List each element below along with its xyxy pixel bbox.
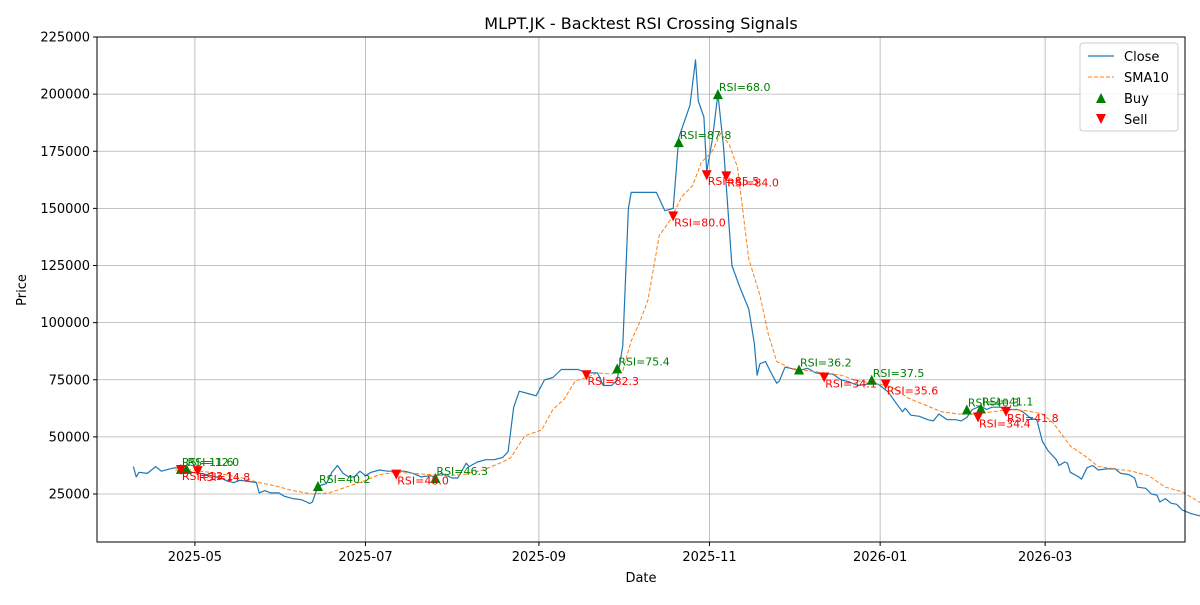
buy-marker xyxy=(673,137,684,148)
y-tick-label: 200000 xyxy=(40,88,90,103)
buy-annotation: RSI=68.0 xyxy=(719,81,771,94)
buy-marker xyxy=(975,403,986,414)
sell-marker xyxy=(581,370,592,381)
buy-marker xyxy=(612,363,623,374)
sell-marker xyxy=(701,170,712,181)
buy-annotation: RSI=37.5 xyxy=(873,367,925,380)
sell-annotation: RSI=34.4 xyxy=(979,417,1031,430)
legend-sell-marker xyxy=(1096,114,1106,124)
x-tick-label: 2025-11 xyxy=(682,550,736,565)
sell-marker xyxy=(192,466,203,477)
buy-marker xyxy=(312,481,323,492)
buy-annotation: RSI=87.8 xyxy=(680,129,732,142)
legend-sma-label: SMA10 xyxy=(1124,71,1169,86)
y-tick-label: 50000 xyxy=(49,430,90,445)
legend-close-label: Close xyxy=(1124,50,1159,65)
sell-marker xyxy=(819,372,830,383)
axis-ticks: 25000 50000 75000 100000 125000 150000 175000 2… xyxy=(40,31,1072,566)
buy-marker xyxy=(961,404,972,415)
sell-annotation: RSI=13.1 xyxy=(182,470,234,483)
legend-buy-marker xyxy=(1096,93,1106,103)
buy-annotation: RSI=75.4 xyxy=(618,355,670,368)
sell-marker xyxy=(973,412,984,423)
y-tick-label: 75000 xyxy=(49,373,90,388)
y-tick-label: 150000 xyxy=(40,202,90,217)
legend-box xyxy=(1079,42,1179,132)
legend-sell-label: Sell xyxy=(1124,113,1147,128)
sell-marker xyxy=(1000,406,1011,417)
sell-annotation: RSI=35.6 xyxy=(887,384,939,397)
chart-legend: Close SMA10 Buy Sell xyxy=(1079,42,1179,132)
buy-annotation: RSI=12.0 xyxy=(188,456,240,469)
y-axis-label: Price xyxy=(15,274,30,306)
sell-annotation: RSI=84.0 xyxy=(727,176,779,189)
sell-annotation: RSI=48.0 xyxy=(397,475,449,488)
buy-marker xyxy=(430,473,441,484)
signal-markers xyxy=(175,89,1011,492)
buy-marker xyxy=(866,374,877,385)
sell-marker xyxy=(880,379,891,390)
x-tick-label: 2026-01 xyxy=(853,550,907,565)
buy-annotation: RSI=40.2 xyxy=(319,473,371,486)
x-tick-label: 2025-07 xyxy=(338,550,392,565)
sell-annotation: RSI=14.8 xyxy=(199,471,251,484)
sell-annotation: RSI=41.8 xyxy=(1007,412,1059,425)
sell-marker xyxy=(721,171,732,182)
sell-annotation: RSI=34.1 xyxy=(825,377,877,390)
sell-annotation: RSI=80.0 xyxy=(674,216,726,229)
buy-marker xyxy=(794,364,805,375)
buy-annotation: RSI=46.3 xyxy=(436,465,488,478)
sell-marker xyxy=(668,211,679,222)
buy-annotation: RSI=41.1 xyxy=(982,395,1034,408)
buy-annotation: RSI=11.6 xyxy=(182,456,234,469)
sell-annotation: RSI=82.3 xyxy=(587,375,639,388)
x-tick-label: 2025-05 xyxy=(168,550,222,565)
y-tick-label: 100000 xyxy=(40,316,90,331)
sma10-line xyxy=(175,132,1200,503)
buy-annotation: RSI=40.3 xyxy=(968,396,1020,409)
sell-marker xyxy=(391,469,402,480)
buy-marker xyxy=(181,463,192,474)
plot-frame xyxy=(96,36,1186,543)
series-layer xyxy=(132,59,1200,517)
close-line xyxy=(132,59,1200,517)
y-tick-label: 175000 xyxy=(40,145,90,160)
sell-marker xyxy=(175,465,186,476)
y-tick-label: 125000 xyxy=(40,259,90,274)
y-tick-label: 225000 xyxy=(40,31,90,46)
x-axis-label: Date xyxy=(625,571,656,586)
x-tick-label: 2025-09 xyxy=(512,550,566,565)
sell-annotation: RSI=85.5 xyxy=(708,175,760,188)
buy-annotation: RSI=36.2 xyxy=(800,356,852,369)
legend-buy-label: Buy xyxy=(1124,92,1149,107)
x-tick-label: 2026-03 xyxy=(1018,550,1072,565)
chart-title: MLPT.JK - Backtest RSI Crossing Signals xyxy=(484,14,797,33)
buy-marker xyxy=(712,89,723,100)
grid-lines xyxy=(97,36,1185,542)
y-tick-label: 25000 xyxy=(49,488,90,503)
